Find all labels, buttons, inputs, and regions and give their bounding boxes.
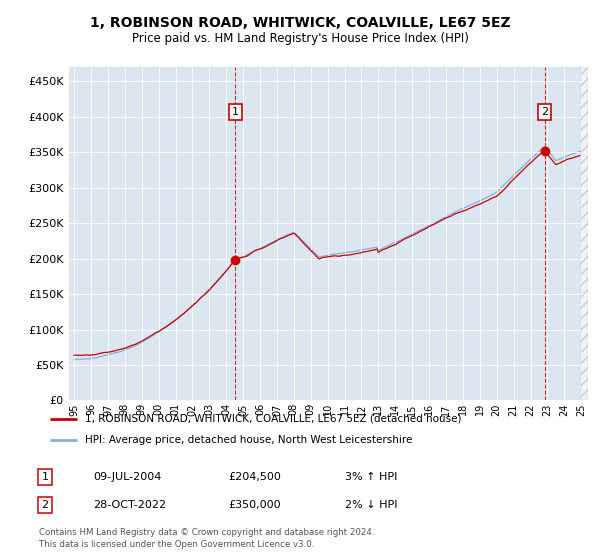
Text: 1, ROBINSON ROAD, WHITWICK, COALVILLE, LE67 5EZ: 1, ROBINSON ROAD, WHITWICK, COALVILLE, L… <box>89 16 511 30</box>
Text: HPI: Average price, detached house, North West Leicestershire: HPI: Average price, detached house, Nort… <box>85 435 413 445</box>
Text: 09-JUL-2004: 09-JUL-2004 <box>93 472 161 482</box>
Text: 1: 1 <box>232 107 239 117</box>
Text: Contains HM Land Registry data © Crown copyright and database right 2024.
This d: Contains HM Land Registry data © Crown c… <box>39 528 374 549</box>
Text: 2: 2 <box>41 500 49 510</box>
Text: 3% ↑ HPI: 3% ↑ HPI <box>345 472 397 482</box>
Text: 2: 2 <box>541 107 548 117</box>
Text: 1, ROBINSON ROAD, WHITWICK, COALVILLE, LE67 5EZ (detached house): 1, ROBINSON ROAD, WHITWICK, COALVILLE, L… <box>85 414 461 424</box>
Text: £204,500: £204,500 <box>228 472 281 482</box>
Text: £350,000: £350,000 <box>228 500 281 510</box>
Text: 2% ↓ HPI: 2% ↓ HPI <box>345 500 398 510</box>
Text: 1: 1 <box>41 472 49 482</box>
Text: Price paid vs. HM Land Registry's House Price Index (HPI): Price paid vs. HM Land Registry's House … <box>131 32 469 45</box>
Text: 28-OCT-2022: 28-OCT-2022 <box>93 500 166 510</box>
